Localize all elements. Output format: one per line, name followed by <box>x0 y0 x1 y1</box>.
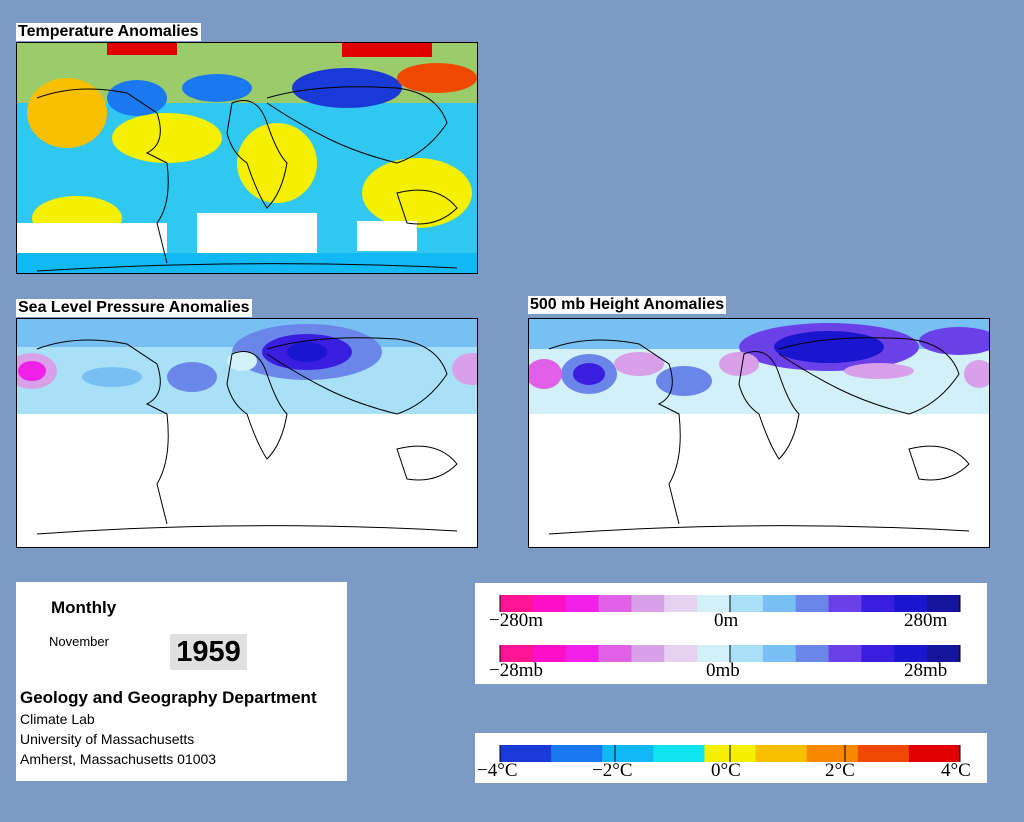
temperature-map-title: Temperature Anomalies <box>16 23 201 41</box>
pressure-legend-swatch <box>664 645 698 662</box>
height-legend-swatch <box>762 595 797 612</box>
address-line: Amherst, Massachusetts 01003 <box>20 751 217 767</box>
pressure-legend-swatch <box>631 645 665 662</box>
temperature-legend: −4°C −2°C 0°C 2°C 4°C <box>475 733 987 783</box>
temperature-legend-swatch <box>857 745 910 762</box>
pressure-legend-min: −28mb <box>489 660 543 681</box>
pressure-legend-swatch <box>500 645 534 662</box>
pressure-legend-swatch <box>762 645 797 662</box>
info-panel: Monthly November 1959 Geology and Geogra… <box>16 582 347 781</box>
pressure-legend-swatch <box>861 645 895 662</box>
height-legend-swatch <box>730 595 764 612</box>
temperature-legend-swatch <box>500 745 552 762</box>
height-legend-swatch <box>565 595 600 612</box>
pressure-legend-swatch <box>730 645 764 662</box>
height-legend-swatch <box>664 595 698 612</box>
temp-legend-minus2: −2°C <box>592 760 633 781</box>
500mb-height-anomaly-map <box>528 318 990 548</box>
slp-map-title: Sea Level Pressure Anomalies <box>16 299 252 317</box>
pressure-legend-max: 28mb <box>904 660 948 681</box>
height-legend-swatch <box>861 595 895 612</box>
year-display: 1959 <box>170 634 247 670</box>
period-label: Monthly <box>51 598 117 617</box>
height-legend-swatch <box>532 595 567 612</box>
height-legend-swatch <box>894 595 928 612</box>
height-legend-max: 280m <box>904 610 948 631</box>
pressure-legend-swatch <box>532 645 567 662</box>
pressure-legend-swatch <box>565 645 600 662</box>
height-legend-swatch <box>598 595 632 612</box>
pressure-legend-zero: 0mb <box>706 660 740 681</box>
month-label: November <box>49 634 109 649</box>
height500-map-title: 500 mb Height Anomalies <box>528 296 727 314</box>
temp-legend-plus2: 2°C <box>825 760 855 781</box>
temperature-legend-swatch <box>653 745 705 762</box>
height-legend-swatch <box>927 595 961 612</box>
temp-legend-plus4: 4°C <box>941 760 971 781</box>
pressure-legend-swatch <box>927 645 961 662</box>
department-name: Geology and Geography Department <box>20 688 317 707</box>
university-name: University of Massachusetts <box>20 731 195 747</box>
lab-name: Climate Lab <box>20 711 95 727</box>
height-legend-swatch <box>795 595 830 612</box>
height-legend-zero: 0m <box>714 610 739 631</box>
temperature-legend-swatch <box>551 745 603 762</box>
pressure-legend-swatch <box>894 645 928 662</box>
temperature-anomaly-map <box>16 42 478 274</box>
pressure-legend-swatch <box>795 645 830 662</box>
temperature-legend-swatch <box>755 745 808 762</box>
temp-legend-minus4: −4°C <box>477 760 518 781</box>
sea-level-pressure-anomaly-map <box>16 318 478 548</box>
height-legend-swatch <box>828 595 862 612</box>
temperature-legend-swatch <box>908 745 961 762</box>
pressure-legend-swatch <box>697 645 731 662</box>
height-legend-swatch <box>697 595 731 612</box>
pressure-legend-swatch <box>828 645 862 662</box>
pressure-height-legend: −280m 0m 280m −28mb 0mb 28mb <box>475 583 987 684</box>
height-legend-swatch <box>631 595 665 612</box>
temp-legend-zero: 0°C <box>711 760 741 781</box>
pressure-legend-swatch <box>598 645 632 662</box>
height-legend-swatch <box>500 595 534 612</box>
height-legend-min: −280m <box>489 610 543 631</box>
